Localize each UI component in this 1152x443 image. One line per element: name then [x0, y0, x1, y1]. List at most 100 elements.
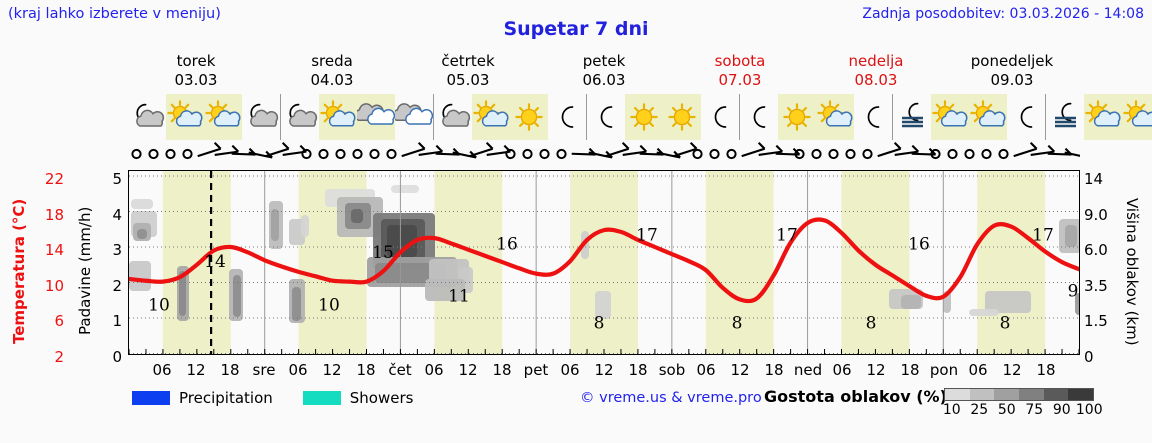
day-name: četrtek — [441, 52, 495, 70]
precipitation-tick-3: 3 — [112, 241, 122, 259]
day-name: sreda — [311, 52, 353, 70]
temp-extreme-label: 17 — [1032, 225, 1054, 245]
day-header-6: ponedeljek 09.03 — [944, 52, 1080, 92]
precipitation-legend: Precipitation Showers — [132, 389, 413, 407]
x-label-7: čet — [388, 361, 412, 379]
temp-extreme-label: 14 — [204, 252, 226, 272]
day-header-1: sreda 04.03 — [264, 52, 400, 92]
moon-icon — [854, 94, 892, 140]
temp-extreme-label: 10 — [318, 296, 340, 316]
moon-cloud-icon — [281, 94, 319, 140]
temperature-tick-6: 6 — [54, 312, 64, 330]
x-label-1: 12 — [186, 361, 206, 379]
temp-extreme-label: 8 — [594, 313, 605, 333]
last-update-label: Zadnja posodobitev: 03.03.2026 - 14:08 — [862, 6, 1144, 22]
temp-extreme-label: 15 — [372, 243, 394, 263]
sun-icon — [778, 94, 816, 140]
temperature-tick-18: 18 — [44, 205, 64, 224]
weather-icon-day-0 — [128, 94, 280, 140]
x-label-6: 18 — [356, 361, 376, 379]
x-label-15: sob — [658, 361, 686, 379]
day-date: 03.03 — [174, 71, 218, 89]
temperature-tick-10: 10 — [44, 276, 64, 295]
cloud-density-step-25 — [969, 389, 995, 400]
x-label-10: 18 — [492, 361, 512, 379]
temp-extreme-label: 8 — [732, 313, 743, 333]
x-axis-labels: 06 12 18 sre 06 12 18 čet 06 12 18 pet 06 12 18 sob 06 12… — [128, 360, 1080, 382]
moon-cloud-icon — [128, 94, 166, 140]
showers-swatch — [302, 391, 341, 405]
day-header-4: sobota 07.03 — [672, 52, 808, 92]
cloud-density-step-50 — [994, 389, 1020, 400]
cloud-density-step-75 — [1019, 389, 1044, 400]
day-header-5: nedelja 08.03 — [808, 52, 944, 92]
showers-legend-label: Showers — [349, 389, 414, 407]
day-header-row: torek 03.03 sreda 04.03 četrtek 05.03 petek 06.… — [128, 52, 1080, 92]
cloud-height-tick-1: 9.0 — [1084, 205, 1108, 224]
x-label-11: pet — [523, 361, 549, 379]
temp-extreme-label: 11 — [448, 287, 470, 307]
weather-icon-day-4 — [739, 94, 892, 140]
day-header-2: četrtek 05.03 — [400, 52, 536, 92]
location-menu-note[interactable]: (kraj lahko izberete v meniju) — [8, 6, 221, 22]
x-label-8: 06 — [424, 361, 444, 379]
precipitation-axis-ticks: 5 4 3 2 1 0 — [96, 162, 124, 368]
cloud-height-axis-ticks: 14 9.0 6.0 3.5 1.5 0 — [1084, 162, 1120, 368]
precipitation-legend-label: Precipitation — [179, 389, 273, 407]
sun-cloud-icon — [969, 94, 1007, 140]
legend-item-precipitation: Precipitation — [132, 389, 273, 407]
sun-cloud-icon — [931, 94, 969, 140]
moon-icon — [1007, 94, 1045, 140]
temp-extreme-label: 17 — [636, 225, 658, 245]
x-label-2: 18 — [220, 361, 240, 379]
cloud-icon — [357, 94, 395, 140]
cloud-density-step-90 — [1043, 389, 1069, 400]
day-date: 09.03 — [990, 71, 1034, 89]
day-name: ponedeljek — [970, 52, 1054, 70]
day-header-3: petek 06.03 — [536, 52, 672, 92]
moon-fog-icon — [1046, 94, 1084, 140]
precipitation-tick-4: 4 — [112, 205, 122, 224]
precipitation-tick-2: 2 — [112, 276, 122, 295]
moon-cloud-icon — [434, 94, 472, 140]
copyright-link[interactable]: © vreme.us & vreme.pro — [580, 390, 762, 406]
precipitation-tick-0: 0 — [112, 347, 122, 366]
day-date: 04.03 — [310, 71, 354, 89]
cloud-height-tick-0: 14 — [1084, 170, 1104, 188]
temperature-tick-2: 2 — [54, 347, 64, 366]
temp-extreme-label: 16 — [908, 234, 930, 254]
weather-icon-day-5 — [892, 94, 1045, 140]
sun-cloud-icon — [472, 94, 510, 140]
x-label-0: 06 — [152, 361, 172, 379]
x-label-21: 12 — [866, 361, 886, 379]
precipitation-swatch — [132, 391, 170, 405]
cloud-density-legend-title: Gostota oblakov (%) — [764, 387, 947, 406]
day-date: 05.03 — [446, 71, 490, 89]
cloud-density-label-25: 25 — [970, 402, 989, 418]
day-name: torek — [176, 52, 216, 70]
x-label-16: 06 — [696, 361, 716, 379]
x-label-26: 18 — [1036, 361, 1056, 379]
cloud-height-axis-title: Višina oblakov (km) — [1123, 198, 1141, 346]
x-label-23: pon — [929, 361, 959, 379]
cloud-height-tick-3: 3.5 — [1084, 276, 1108, 295]
weather-icon-day-1 — [280, 94, 433, 140]
temperature-tick-22: 22 — [44, 170, 64, 188]
temperature-tick-14: 14 — [44, 241, 64, 259]
x-label-25: 12 — [1002, 361, 1022, 379]
day-date: 08.03 — [854, 71, 898, 89]
moon-icon — [587, 94, 625, 140]
cloud-density-label-10: 10 — [942, 402, 961, 418]
wind-barb-strip — [128, 140, 1080, 168]
weather-icon-day-2 — [433, 94, 586, 140]
forecast-plot: 10 14 10 15 11 16 8 17 8 17 8 16 8 17 9 — [128, 170, 1080, 355]
cloud-density-step-10 — [945, 389, 970, 400]
cloud-height-tick-2: 6.0 — [1084, 241, 1108, 259]
x-label-17: 12 — [730, 361, 750, 379]
moon-fog-icon — [893, 94, 931, 140]
day-name: petek — [582, 52, 626, 70]
sun-cloud-icon — [1084, 94, 1122, 140]
precipitation-tick-5: 5 — [112, 170, 122, 188]
x-label-5: 12 — [322, 361, 342, 379]
temp-extreme-label: 17 — [776, 225, 798, 245]
